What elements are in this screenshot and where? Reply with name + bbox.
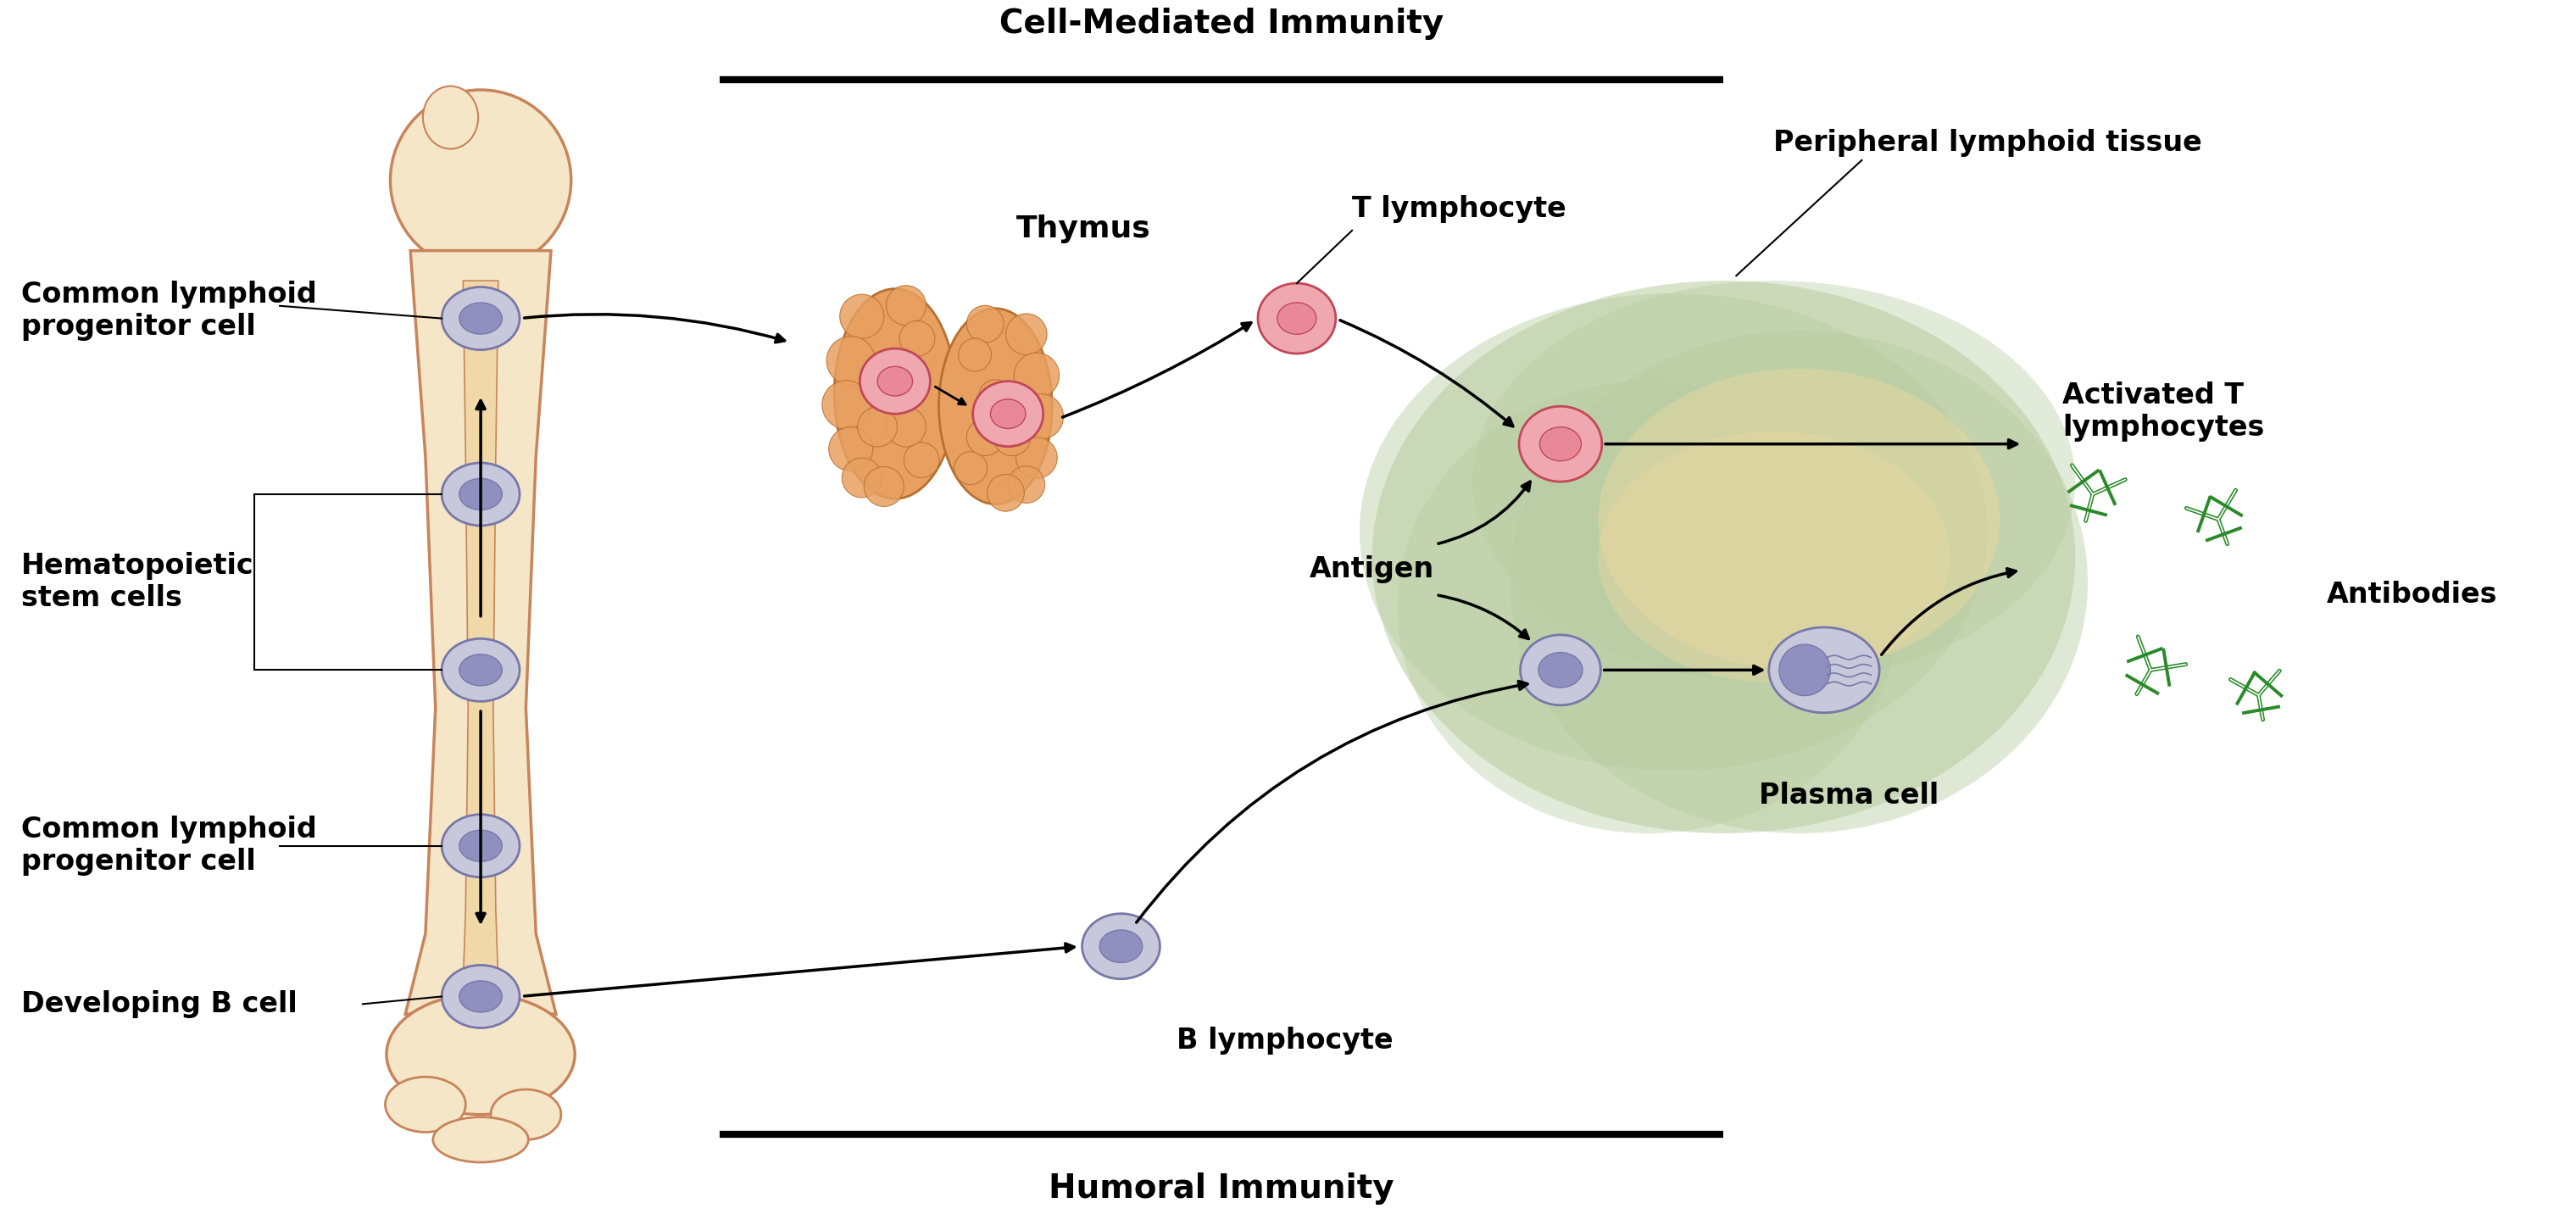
- Ellipse shape: [1538, 652, 1582, 687]
- Ellipse shape: [459, 302, 502, 334]
- Text: Developing B cell: Developing B cell: [21, 991, 296, 1019]
- Ellipse shape: [459, 981, 502, 1012]
- Ellipse shape: [1100, 930, 1141, 963]
- Circle shape: [994, 419, 1030, 455]
- Ellipse shape: [1597, 369, 1999, 670]
- Circle shape: [987, 475, 1025, 511]
- Text: Plasma cell: Plasma cell: [1759, 782, 1940, 810]
- Text: B lymphocyte: B lymphocyte: [1177, 1027, 1394, 1055]
- Ellipse shape: [459, 654, 502, 686]
- Ellipse shape: [489, 1089, 562, 1140]
- Text: Peripheral lymphoid tissue: Peripheral lymphoid tissue: [1772, 129, 2202, 157]
- Ellipse shape: [1540, 427, 1582, 461]
- Circle shape: [1007, 466, 1046, 503]
- Ellipse shape: [433, 1117, 528, 1162]
- Circle shape: [842, 458, 881, 498]
- Ellipse shape: [440, 287, 520, 350]
- Text: Common lymphoid
progenitor cell: Common lymphoid progenitor cell: [21, 816, 317, 877]
- Ellipse shape: [1396, 381, 1899, 833]
- Ellipse shape: [989, 399, 1025, 429]
- Ellipse shape: [1082, 914, 1159, 978]
- Ellipse shape: [1278, 302, 1316, 334]
- Ellipse shape: [440, 463, 520, 526]
- Text: Common lymphoid
progenitor cell: Common lymphoid progenitor cell: [21, 280, 317, 341]
- Text: Antigen: Antigen: [1309, 556, 1435, 584]
- Circle shape: [1015, 437, 1056, 478]
- Ellipse shape: [1520, 407, 1602, 482]
- Circle shape: [858, 407, 896, 447]
- Ellipse shape: [835, 289, 956, 499]
- Ellipse shape: [1473, 280, 2076, 682]
- Polygon shape: [404, 250, 556, 1014]
- Ellipse shape: [392, 90, 572, 271]
- Circle shape: [1018, 395, 1064, 439]
- Polygon shape: [464, 280, 497, 985]
- Circle shape: [827, 336, 876, 385]
- Text: T lymphocyte: T lymphocyte: [1352, 195, 1566, 223]
- Circle shape: [863, 466, 904, 506]
- Text: Activated T
lymphocytes: Activated T lymphocytes: [2063, 381, 2264, 442]
- Ellipse shape: [1360, 294, 1986, 771]
- Ellipse shape: [974, 381, 1043, 447]
- Ellipse shape: [459, 478, 502, 510]
- Circle shape: [899, 320, 935, 356]
- Ellipse shape: [1520, 635, 1600, 705]
- Ellipse shape: [1770, 628, 1880, 713]
- Ellipse shape: [1597, 431, 1950, 682]
- Circle shape: [966, 306, 1005, 342]
- Circle shape: [1005, 313, 1046, 354]
- Ellipse shape: [860, 348, 930, 414]
- Circle shape: [829, 427, 873, 471]
- Circle shape: [1015, 353, 1059, 398]
- Circle shape: [822, 380, 871, 429]
- Text: Cell-Mediated Immunity: Cell-Mediated Immunity: [999, 7, 1443, 40]
- Ellipse shape: [1257, 283, 1337, 353]
- Circle shape: [966, 419, 1005, 455]
- Ellipse shape: [1373, 280, 2076, 833]
- Ellipse shape: [878, 367, 912, 396]
- Circle shape: [840, 294, 884, 339]
- Circle shape: [958, 339, 992, 371]
- Ellipse shape: [459, 830, 502, 862]
- Circle shape: [886, 407, 925, 447]
- Ellipse shape: [422, 86, 479, 149]
- Circle shape: [886, 285, 925, 325]
- Circle shape: [953, 452, 987, 484]
- Text: Antibodies: Antibodies: [2326, 580, 2496, 608]
- Text: Hematopoietic
stem cells: Hematopoietic stem cells: [21, 552, 255, 612]
- Ellipse shape: [440, 815, 520, 878]
- Ellipse shape: [1510, 331, 2087, 833]
- Circle shape: [1780, 645, 1832, 696]
- Circle shape: [878, 365, 912, 401]
- Circle shape: [979, 380, 1012, 413]
- Text: Humoral Immunity: Humoral Immunity: [1048, 1173, 1394, 1204]
- Ellipse shape: [386, 1077, 466, 1133]
- Text: Thymus: Thymus: [1015, 214, 1151, 243]
- Circle shape: [904, 442, 940, 478]
- Ellipse shape: [440, 639, 520, 702]
- Ellipse shape: [386, 994, 574, 1114]
- Ellipse shape: [440, 965, 520, 1028]
- Ellipse shape: [938, 308, 1051, 504]
